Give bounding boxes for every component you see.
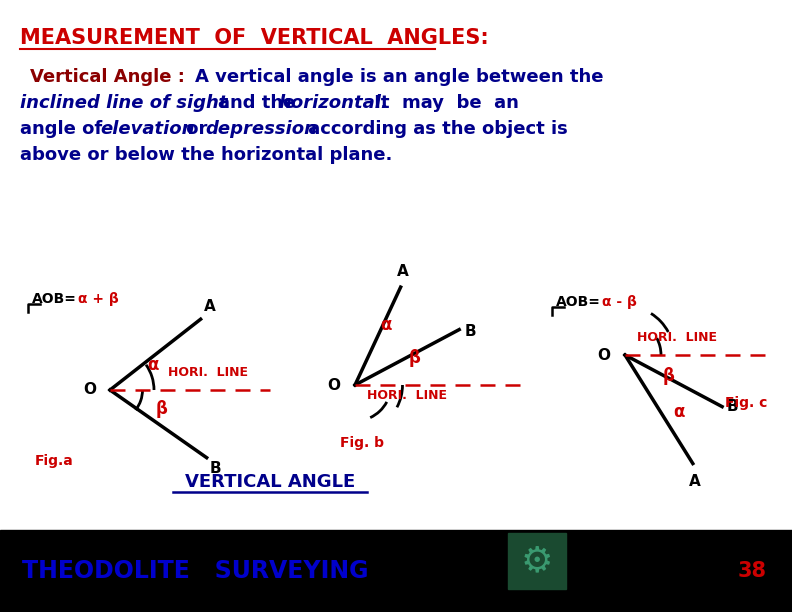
Text: α - β: α - β [602,295,637,309]
Text: HORI.  LINE: HORI. LINE [367,389,447,402]
Text: and the: and the [218,94,302,112]
Text: Fig.a: Fig.a [35,454,74,468]
Bar [508,533,566,589]
Text: O: O [597,348,610,362]
Text: 38: 38 [737,561,767,581]
Text: angle of: angle of [20,120,109,138]
Text: A: A [204,299,215,314]
Text: β: β [663,367,675,385]
Bar [0,530,792,612]
Text: A: A [397,264,409,279]
Text: β: β [409,349,421,367]
Text: ⚙: ⚙ [521,544,553,578]
Text: VERTICAL ANGLE: VERTICAL ANGLE [185,473,355,491]
Text: AOB=: AOB= [32,292,77,306]
Text: HORI.  LINE: HORI. LINE [637,331,717,344]
Text: MEASUREMENT  OF  VERTICAL  ANGLES:: MEASUREMENT OF VERTICAL ANGLES: [20,28,489,48]
Text: A vertical angle is an angle between the: A vertical angle is an angle between the [195,68,604,86]
Text: O: O [327,378,340,392]
Text: inclined line of sight: inclined line of sight [20,94,227,112]
Text: β: β [156,400,168,418]
Text: horizontal.: horizontal. [278,94,388,112]
Text: B: B [464,324,476,339]
Text: or: or [180,120,214,138]
Text: depression: depression [205,120,317,138]
Text: HORI.  LINE: HORI. LINE [168,366,248,379]
Text: α: α [380,316,391,334]
Text: A: A [689,474,701,488]
Text: Fig. b: Fig. b [340,436,384,450]
Text: elevation: elevation [100,120,195,138]
Text: B: B [727,399,739,414]
Text: It  may  be  an: It may be an [368,94,519,112]
Text: Fig. c: Fig. c [725,396,767,410]
Text: α: α [673,403,684,421]
Text: B: B [210,461,221,476]
Text: Vertical Angle :: Vertical Angle : [30,68,191,86]
Text: above or below the horizontal plane.: above or below the horizontal plane. [20,146,392,164]
Text: AOB=: AOB= [556,295,601,309]
Text: α: α [147,356,158,374]
Text: according as the object is: according as the object is [302,120,568,138]
Text: THEODOLITE   SURVEYING: THEODOLITE SURVEYING [22,559,368,583]
Text: O: O [83,382,96,398]
Text: α + β: α + β [78,292,119,306]
